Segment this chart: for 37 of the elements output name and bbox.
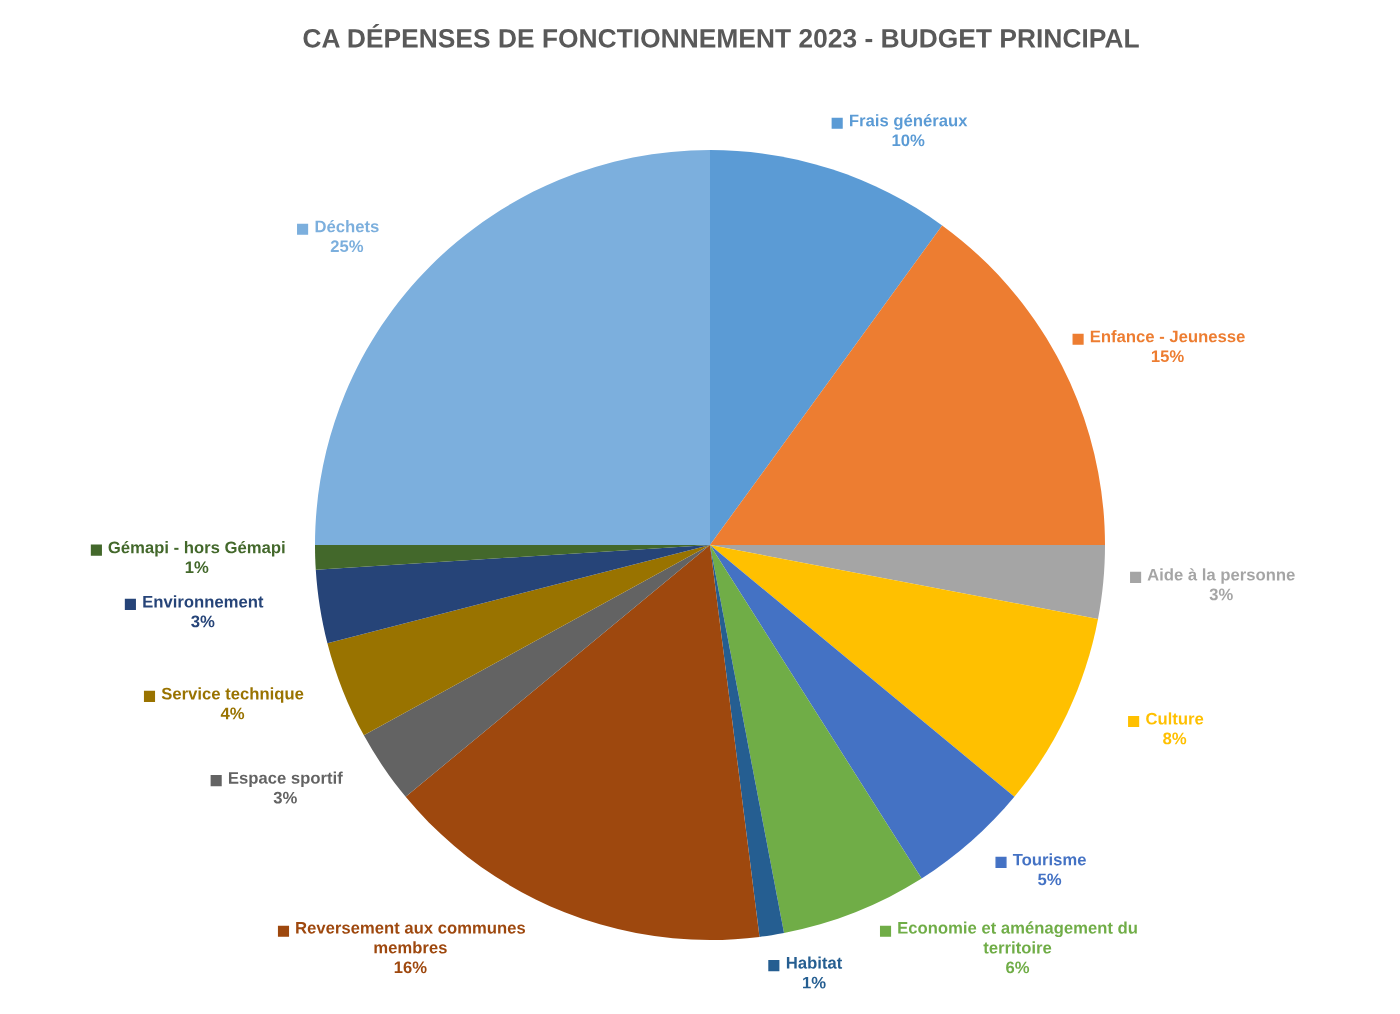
pie-slice: [315, 150, 710, 545]
legend-label: Gémapi - hors Gémapi: [108, 540, 285, 557]
data-label: 3%: [1209, 588, 1233, 601]
legend-label: Habitat: [786, 956, 843, 969]
legend-label: Aide à la personne: [1147, 568, 1295, 584]
data-label: 5%: [1038, 873, 1062, 886]
pie-slice: [363, 545, 710, 797]
data-label: 1%: [803, 976, 826, 989]
legend-label: Enfance - Jeunesse: [1090, 330, 1245, 343]
data-label: 1%: [185, 561, 209, 574]
legend-label: Tourisme: [1012, 853, 1086, 866]
legend-label: Culture: [1146, 712, 1204, 725]
pie-slice: [710, 545, 1105, 620]
pie-slice: [405, 545, 760, 940]
chart-title: CA DÉPENSES DE FONCTIONNEMENT 2023 - BUDGET PRINCIPAL: [303, 24, 1139, 48]
pie-slice: [710, 545, 785, 937]
data-label: 4%: [220, 707, 245, 720]
data-label: 3%: [273, 791, 297, 804]
data-label: 25%: [330, 240, 364, 253]
legend-label: Economie et aménagement du territoire: [898, 921, 1137, 954]
data-label: 15%: [1151, 350, 1184, 363]
data-label: 8%: [1163, 732, 1187, 745]
data-label: 16%: [394, 961, 427, 974]
legend-label: Environnement: [143, 595, 264, 608]
legend-label: Espace sportif: [228, 771, 343, 788]
data-label: 3%: [191, 615, 215, 628]
data-label: 6%: [1006, 961, 1030, 974]
legend-label: Reversement aux communes membres: [296, 922, 526, 954]
pie-slice: [315, 545, 710, 644]
legend-label: Service technique: [161, 687, 304, 703]
pie-slice: [327, 545, 710, 736]
pie-slice: [710, 150, 943, 545]
legend-label: Frais généraux: [850, 114, 968, 130]
pie-slice: [710, 545, 1098, 797]
legend-label: Déchets: [315, 219, 379, 233]
pie-slice: [710, 545, 1015, 879]
data-label: 10%: [892, 134, 925, 147]
